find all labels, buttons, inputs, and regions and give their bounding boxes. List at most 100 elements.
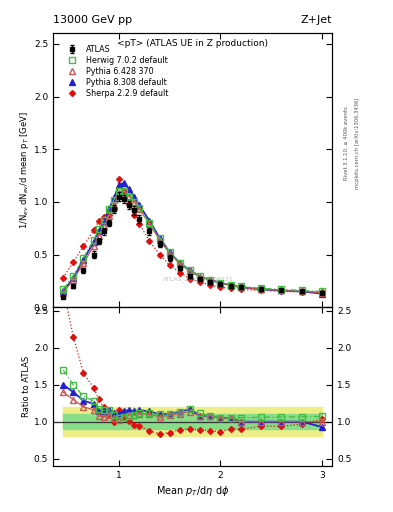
Pythia 8.308 default — [127, 186, 132, 193]
Pythia 6.428 370 — [96, 232, 101, 239]
Herwig 7.0.2 default — [320, 288, 324, 294]
Herwig 7.0.2 default — [228, 282, 233, 288]
Herwig 7.0.2 default — [61, 286, 66, 292]
Sherpa 2.2.9 default — [299, 289, 304, 295]
Pythia 6.428 370 — [101, 223, 106, 229]
Line: Herwig 7.0.2 default: Herwig 7.0.2 default — [61, 188, 325, 294]
Pythia 8.308 default — [259, 286, 263, 292]
Sherpa 2.2.9 default — [71, 259, 76, 265]
Herwig 7.0.2 default — [147, 220, 152, 226]
Sherpa 2.2.9 default — [208, 282, 213, 288]
Herwig 7.0.2 default — [107, 206, 111, 212]
Line: Pythia 6.428 370: Pythia 6.428 370 — [61, 188, 325, 295]
Sherpa 2.2.9 default — [127, 201, 132, 207]
Pythia 8.308 default — [122, 180, 127, 186]
Sherpa 2.2.9 default — [218, 284, 223, 290]
Sherpa 2.2.9 default — [157, 251, 162, 258]
Pythia 6.428 370 — [81, 260, 86, 266]
Y-axis label: Ratio to ATLAS: Ratio to ATLAS — [22, 356, 31, 417]
Pythia 6.428 370 — [228, 282, 233, 288]
Sherpa 2.2.9 default — [101, 214, 106, 220]
Sherpa 2.2.9 default — [81, 243, 86, 249]
Sherpa 2.2.9 default — [112, 206, 116, 212]
Pythia 8.308 default — [137, 202, 141, 208]
X-axis label: Mean $p_{T}$/d$\eta$ d$\phi$: Mean $p_{T}$/d$\eta$ d$\phi$ — [156, 484, 229, 498]
Pythia 6.428 370 — [147, 221, 152, 227]
Pythia 6.428 370 — [299, 288, 304, 294]
Pythia 8.308 default — [320, 290, 324, 296]
Herwig 7.0.2 default — [101, 217, 106, 223]
Pythia 6.428 370 — [188, 268, 193, 274]
Pythia 8.308 default — [91, 239, 96, 245]
Sherpa 2.2.9 default — [91, 227, 96, 233]
Pythia 8.308 default — [228, 282, 233, 288]
Pythia 8.308 default — [71, 275, 76, 281]
Text: Z+Jet: Z+Jet — [301, 14, 332, 25]
Pythia 8.308 default — [157, 234, 162, 241]
Pythia 8.308 default — [188, 267, 193, 273]
Pythia 8.308 default — [101, 218, 106, 224]
Pythia 6.428 370 — [127, 193, 132, 199]
Pythia 8.308 default — [81, 257, 86, 263]
Pythia 6.428 370 — [320, 289, 324, 295]
Sherpa 2.2.9 default — [239, 286, 243, 292]
Pythia 8.308 default — [208, 277, 213, 283]
Sherpa 2.2.9 default — [107, 211, 111, 218]
Pythia 6.428 370 — [132, 199, 137, 205]
Text: 13000 GeV pp: 13000 GeV pp — [53, 14, 132, 25]
Sherpa 2.2.9 default — [279, 288, 284, 294]
Pythia 6.428 370 — [198, 273, 202, 280]
Sherpa 2.2.9 default — [167, 262, 172, 268]
Pythia 6.428 370 — [91, 243, 96, 249]
Pythia 8.308 default — [218, 280, 223, 286]
Sherpa 2.2.9 default — [188, 276, 193, 282]
Pythia 8.308 default — [112, 195, 116, 201]
Pythia 8.308 default — [198, 273, 202, 280]
Herwig 7.0.2 default — [96, 226, 101, 232]
Herwig 7.0.2 default — [188, 267, 193, 273]
Pythia 8.308 default — [239, 284, 243, 290]
Herwig 7.0.2 default — [137, 205, 141, 211]
Herwig 7.0.2 default — [157, 234, 162, 241]
Sherpa 2.2.9 default — [228, 285, 233, 291]
Text: ATLAS_2019_I1736531: ATLAS_2019_I1736531 — [163, 276, 233, 282]
Sherpa 2.2.9 default — [96, 218, 101, 224]
Pythia 6.428 370 — [208, 277, 213, 283]
Herwig 7.0.2 default — [122, 188, 127, 195]
Herwig 7.0.2 default — [259, 285, 263, 291]
Herwig 7.0.2 default — [81, 254, 86, 261]
Text: mcplots.cern.ch [arXiv:1306.3436]: mcplots.cern.ch [arXiv:1306.3436] — [355, 98, 360, 189]
Sherpa 2.2.9 default — [132, 211, 137, 218]
Herwig 7.0.2 default — [167, 249, 172, 255]
Sherpa 2.2.9 default — [198, 279, 202, 285]
Herwig 7.0.2 default — [117, 188, 121, 195]
Pythia 8.308 default — [147, 218, 152, 224]
Pythia 6.428 370 — [112, 202, 116, 208]
Pythia 8.308 default — [132, 194, 137, 200]
Herwig 7.0.2 default — [112, 197, 116, 203]
Sherpa 2.2.9 default — [137, 221, 141, 227]
Pythia 6.428 370 — [178, 261, 182, 267]
Pythia 6.428 370 — [117, 190, 121, 197]
Text: <pT> (ATLAS UE in Z production): <pT> (ATLAS UE in Z production) — [117, 39, 268, 48]
Herwig 7.0.2 default — [71, 272, 76, 279]
Pythia 8.308 default — [117, 182, 121, 188]
Legend: ATLAS, Herwig 7.0.2 default, Pythia 6.428 370, Pythia 8.308 default, Sherpa 2.2.: ATLAS, Herwig 7.0.2 default, Pythia 6.42… — [60, 43, 171, 101]
Herwig 7.0.2 default — [239, 283, 243, 289]
Pythia 6.428 370 — [239, 284, 243, 290]
Text: Rivet 3.1.10, ≥ 400k events: Rivet 3.1.10, ≥ 400k events — [343, 106, 348, 180]
Pythia 6.428 370 — [61, 289, 66, 295]
Y-axis label: 1/N$_{ev}$ dN$_{ev}$/d mean p$_{T}$ [GeV]: 1/N$_{ev}$ dN$_{ev}$/d mean p$_{T}$ [GeV… — [18, 112, 31, 229]
Pythia 6.428 370 — [218, 280, 223, 286]
Pythia 8.308 default — [61, 288, 66, 294]
Pythia 8.308 default — [178, 260, 182, 266]
Pythia 8.308 default — [299, 288, 304, 294]
Sherpa 2.2.9 default — [178, 269, 182, 275]
Herwig 7.0.2 default — [178, 260, 182, 266]
Pythia 8.308 default — [279, 287, 284, 293]
Herwig 7.0.2 default — [279, 286, 284, 292]
Herwig 7.0.2 default — [198, 272, 202, 279]
Herwig 7.0.2 default — [91, 237, 96, 243]
Pythia 6.428 370 — [259, 286, 263, 292]
Pythia 6.428 370 — [137, 206, 141, 212]
